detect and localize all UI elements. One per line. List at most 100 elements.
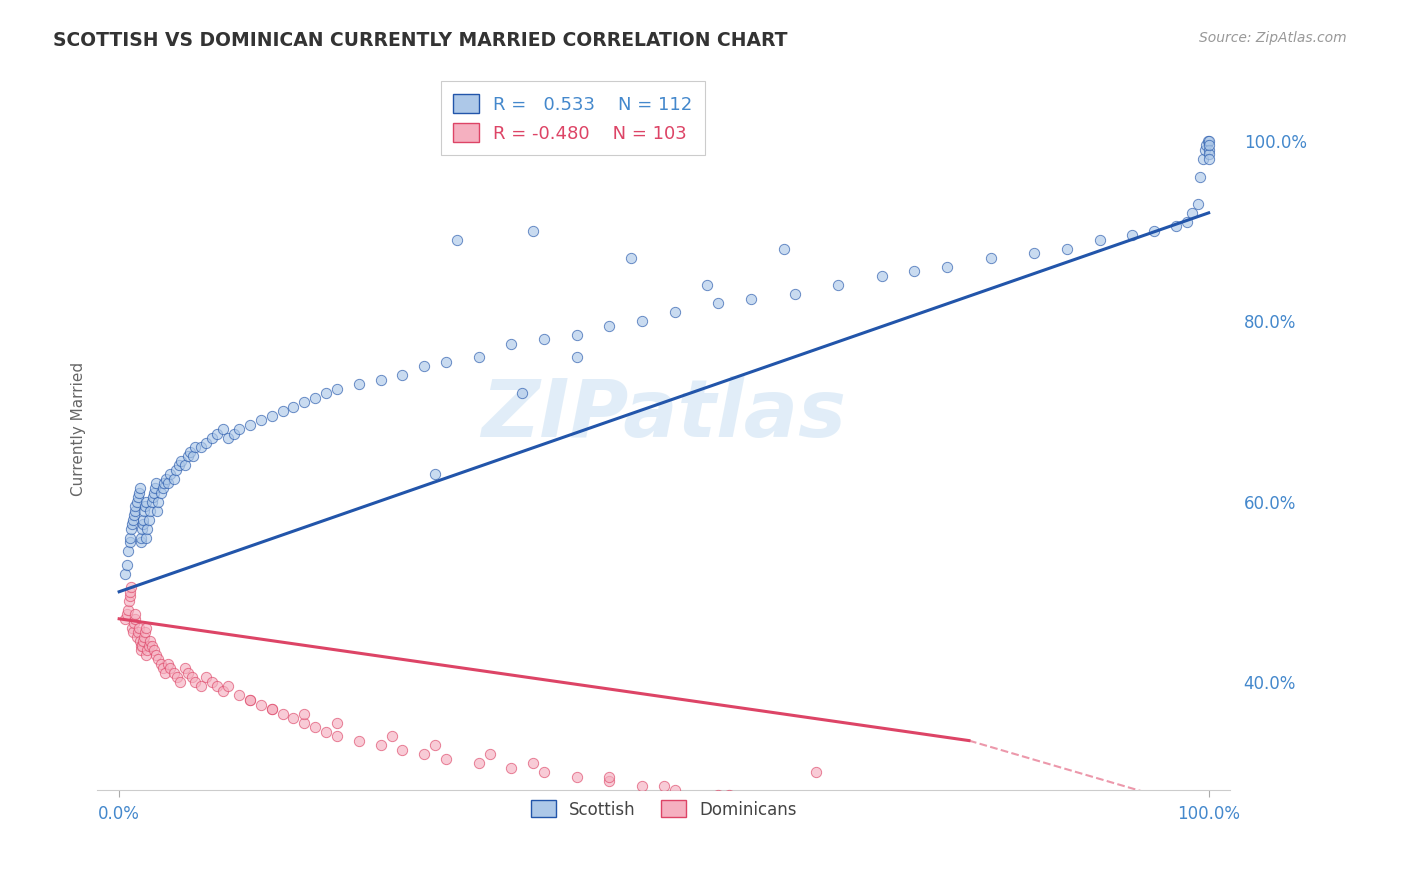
- Point: [260, 409, 283, 423]
- Point: [522, 756, 544, 771]
- Point: [138, 639, 160, 653]
- Point: [501, 761, 523, 775]
- Point: [201, 431, 224, 445]
- Point: [131, 522, 153, 536]
- Point: [533, 332, 555, 346]
- Point: [128, 621, 150, 635]
- Point: [117, 544, 139, 558]
- Point: [783, 287, 806, 301]
- Point: [134, 630, 156, 644]
- Point: [132, 634, 155, 648]
- Point: [510, 386, 533, 401]
- Point: [124, 616, 146, 631]
- Point: [936, 814, 959, 829]
- Point: [980, 251, 1002, 265]
- Point: [1198, 152, 1220, 166]
- Point: [169, 675, 191, 690]
- Point: [138, 634, 160, 648]
- Point: [136, 643, 159, 657]
- Point: [159, 467, 181, 482]
- Point: [138, 512, 160, 526]
- Point: [893, 823, 915, 838]
- Point: [184, 441, 207, 455]
- Point: [157, 476, 180, 491]
- Point: [148, 494, 170, 508]
- Point: [1067, 828, 1090, 842]
- Point: [184, 675, 207, 690]
- Point: [1121, 228, 1143, 243]
- Point: [125, 630, 148, 644]
- Point: [1195, 138, 1218, 153]
- Point: [124, 612, 146, 626]
- Point: [152, 481, 174, 495]
- Point: [145, 648, 167, 662]
- Point: [115, 558, 138, 572]
- Point: [501, 336, 523, 351]
- Point: [936, 260, 959, 274]
- Point: [153, 665, 176, 680]
- Point: [1111, 832, 1133, 847]
- Point: [195, 436, 218, 450]
- Point: [271, 706, 294, 721]
- Point: [146, 503, 169, 517]
- Point: [413, 359, 436, 374]
- Point: [145, 476, 167, 491]
- Point: [1175, 215, 1198, 229]
- Point: [522, 224, 544, 238]
- Point: [114, 566, 136, 581]
- Point: [598, 774, 620, 789]
- Point: [228, 689, 250, 703]
- Point: [205, 680, 228, 694]
- Point: [620, 251, 643, 265]
- Point: [652, 779, 675, 793]
- Point: [128, 481, 150, 495]
- Point: [260, 702, 283, 716]
- Point: [201, 675, 224, 690]
- Point: [664, 783, 686, 797]
- Point: [827, 278, 849, 293]
- Point: [893, 810, 915, 824]
- Point: [413, 747, 436, 761]
- Point: [1181, 206, 1204, 220]
- Point: [136, 522, 159, 536]
- Point: [292, 715, 315, 730]
- Point: [1198, 134, 1220, 148]
- Point: [228, 422, 250, 436]
- Point: [170, 454, 193, 468]
- Point: [1024, 246, 1046, 260]
- Point: [181, 450, 204, 464]
- Point: [1198, 143, 1220, 157]
- Point: [740, 792, 762, 806]
- Point: [165, 463, 187, 477]
- Point: [370, 738, 392, 752]
- Point: [128, 634, 150, 648]
- Point: [772, 242, 794, 256]
- Point: [1024, 851, 1046, 865]
- Point: [132, 512, 155, 526]
- Point: [124, 607, 146, 622]
- Point: [149, 485, 172, 500]
- Point: [127, 625, 149, 640]
- Point: [326, 729, 349, 743]
- Point: [1056, 242, 1078, 256]
- Point: [134, 625, 156, 640]
- Point: [1198, 842, 1220, 856]
- Point: [391, 368, 413, 383]
- Point: [167, 458, 190, 473]
- Point: [315, 386, 337, 401]
- Point: [980, 842, 1002, 856]
- Point: [131, 639, 153, 653]
- Point: [159, 661, 181, 675]
- Point: [135, 648, 157, 662]
- Point: [132, 517, 155, 532]
- Point: [762, 797, 785, 811]
- Point: [124, 508, 146, 522]
- Point: [380, 729, 402, 743]
- Point: [271, 404, 294, 418]
- Point: [122, 512, 145, 526]
- Point: [217, 680, 239, 694]
- Point: [533, 765, 555, 780]
- Point: [980, 819, 1002, 833]
- Point: [177, 665, 200, 680]
- Point: [1188, 169, 1211, 184]
